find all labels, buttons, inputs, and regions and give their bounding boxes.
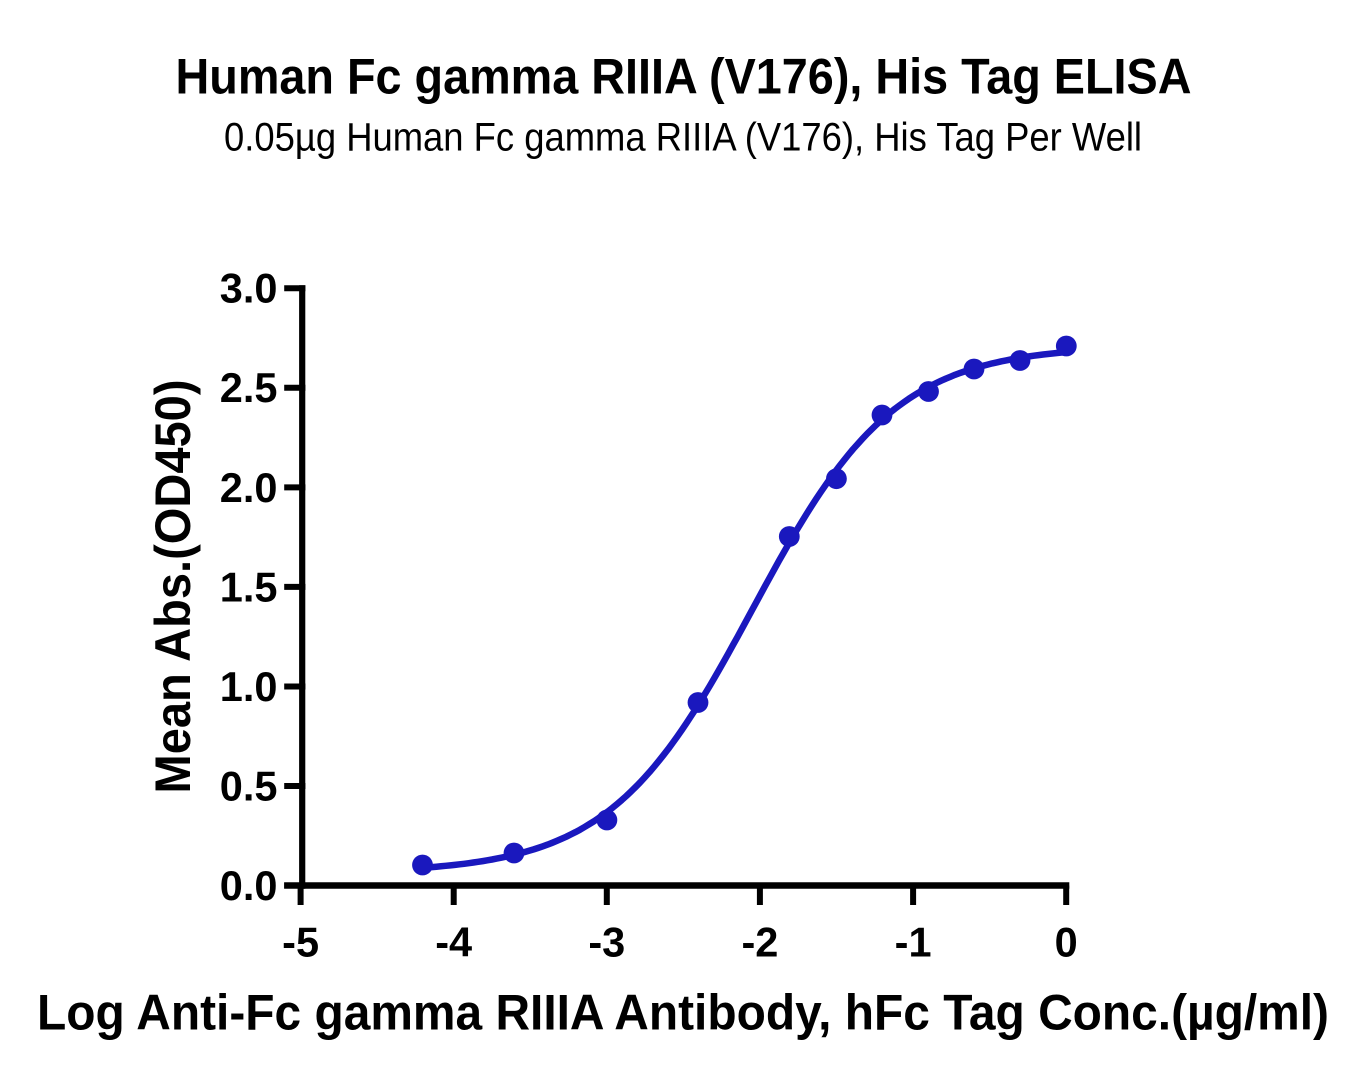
svg-text:Log Anti-Fc gamma RIIIA Antibo: Log Anti-Fc gamma RIIIA Antibody, hFc Ta… [37, 985, 1329, 1041]
svg-text:Human Fc gamma RIIIA (V176), H: Human Fc gamma RIIIA (V176), His Tag ELI… [176, 48, 1192, 104]
svg-text:2.0: 2.0 [220, 464, 278, 511]
svg-text:0.5: 0.5 [220, 762, 278, 809]
svg-text:1.5: 1.5 [220, 563, 278, 610]
svg-text:-1: -1 [895, 918, 932, 965]
svg-text:Mean Abs.(OD450): Mean Abs.(OD450) [145, 380, 201, 794]
svg-text:-2: -2 [741, 918, 778, 965]
svg-text:-5: -5 [282, 918, 319, 965]
svg-text:-3: -3 [588, 918, 625, 965]
svg-text:2.5: 2.5 [220, 364, 278, 411]
svg-text:1.0: 1.0 [220, 663, 278, 710]
svg-text:3.0: 3.0 [220, 265, 278, 312]
svg-text:-4: -4 [435, 918, 472, 965]
svg-text:0.05µg Human Fc gamma RIIIA (V: 0.05µg Human Fc gamma RIIIA (V176), His … [224, 115, 1142, 159]
svg-text:0: 0 [1055, 918, 1078, 965]
svg-text:0.0: 0.0 [220, 862, 278, 909]
